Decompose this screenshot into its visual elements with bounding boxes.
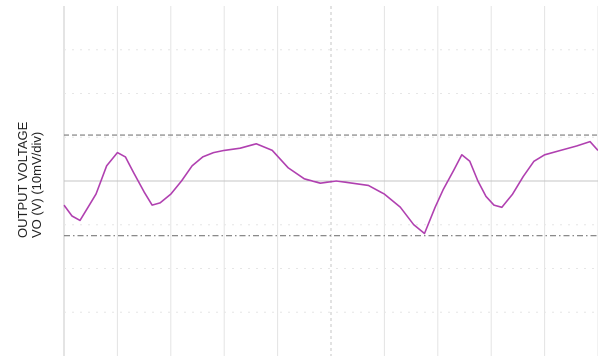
reference-lines	[64, 134, 598, 237]
series-trace-0	[63, 140, 598, 235]
traces	[63, 140, 598, 235]
